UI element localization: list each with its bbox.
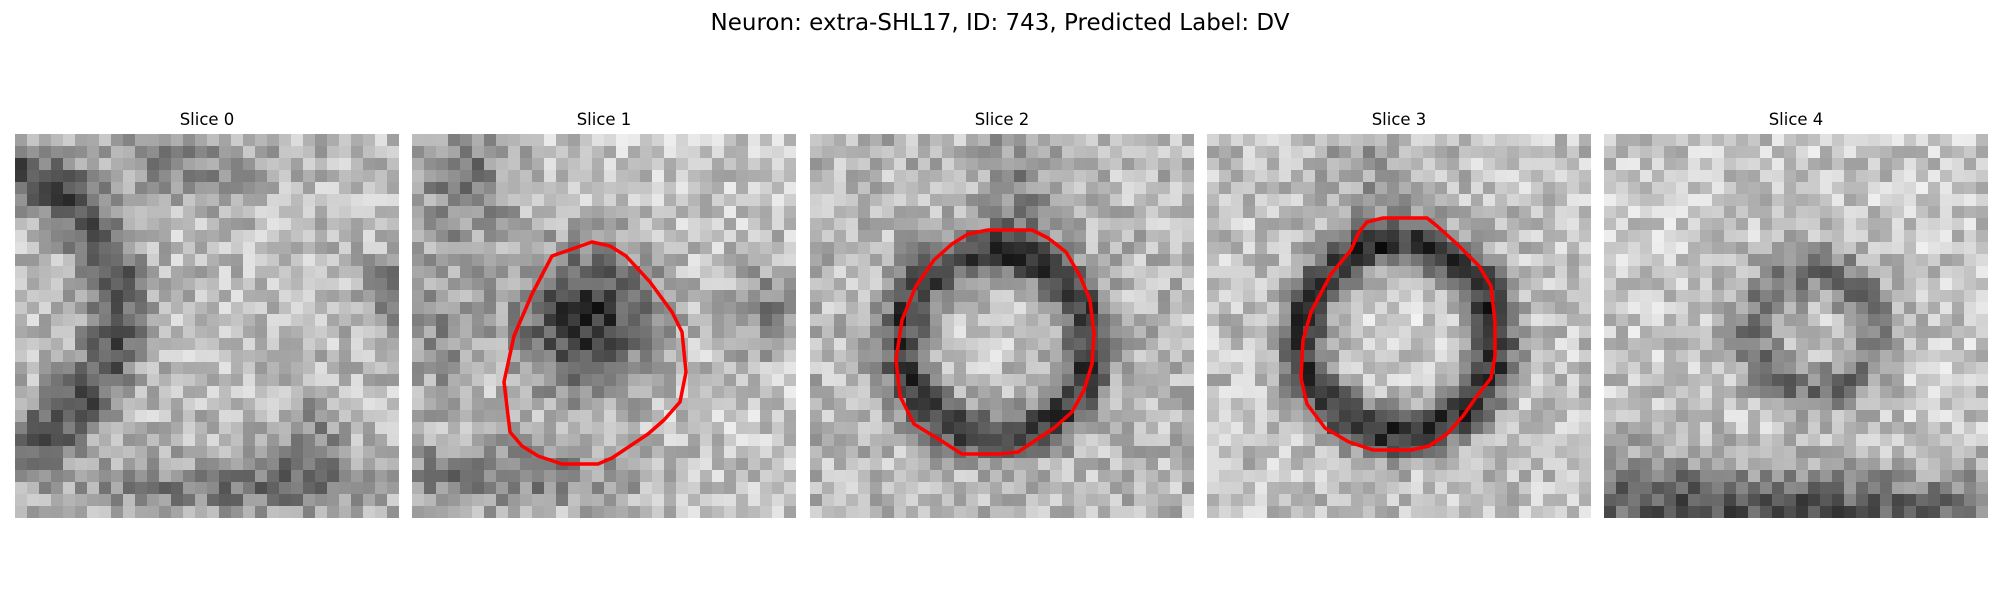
roi-contour — [1299, 216, 1497, 452]
pixel-grid — [412, 134, 796, 518]
slice-image-4 — [1604, 134, 1988, 518]
roi-contour — [502, 240, 688, 466]
slice-image-3 — [1207, 134, 1591, 518]
figure-title: Neuron: extra-SHL17, ID: 743, Predicted … — [710, 10, 1290, 36]
slice-title: Slice 1 — [576, 110, 632, 129]
roi-contour — [894, 228, 1096, 456]
slice-panel-4: Slice 4 — [1604, 108, 1988, 518]
slice-panel-0: Slice 0 — [15, 108, 399, 518]
slice-panel-2: Slice 2 — [810, 108, 1194, 518]
slice-image-2 — [810, 134, 1194, 518]
slice-title: Slice 2 — [974, 110, 1030, 129]
slice-image-1 — [412, 134, 796, 518]
pixel-grid — [1604, 134, 1988, 518]
slice-title: Slice 4 — [1768, 110, 1824, 129]
pixel-grid — [810, 134, 1194, 518]
slice-title: Slice 0 — [179, 110, 235, 129]
slice-panel-3: Slice 3 — [1207, 108, 1591, 518]
slice-image-0 — [15, 134, 399, 518]
slice-panel-1: Slice 1 — [412, 108, 796, 518]
pixel-grid — [15, 134, 399, 518]
pixel-grid — [1207, 134, 1591, 518]
slice-title: Slice 3 — [1371, 110, 1427, 129]
